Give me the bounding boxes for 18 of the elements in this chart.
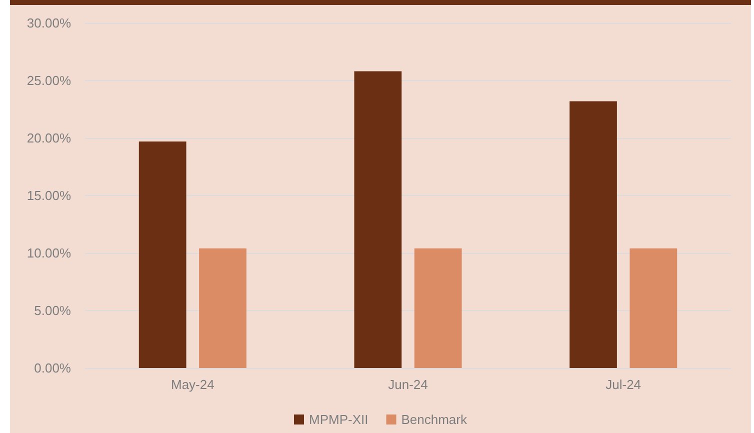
y-tick-label: 10.00%: [26, 246, 72, 260]
bar: [199, 248, 246, 368]
bar: [414, 248, 462, 368]
x-tick-label: Jun-24: [388, 377, 428, 392]
y-tick-label: 30.00%: [26, 16, 72, 30]
bar: [570, 101, 617, 368]
y-tick-label: 0.00%: [34, 360, 72, 376]
y-tick-label: 25.00%: [26, 73, 72, 88]
legend-label: Benchmark: [401, 412, 468, 427]
bar: [630, 248, 678, 368]
legend-label: MPMP-XII: [309, 412, 368, 427]
bar: [138, 141, 186, 368]
y-tick-label: 15.00%: [26, 188, 72, 203]
y-tick-label: 20.00%: [26, 130, 72, 146]
x-tick-label: May-24: [170, 377, 214, 392]
x-tick-label: Jul-24: [606, 377, 642, 392]
y-tick-label: 5.00%: [34, 303, 72, 318]
bar: [354, 71, 402, 368]
